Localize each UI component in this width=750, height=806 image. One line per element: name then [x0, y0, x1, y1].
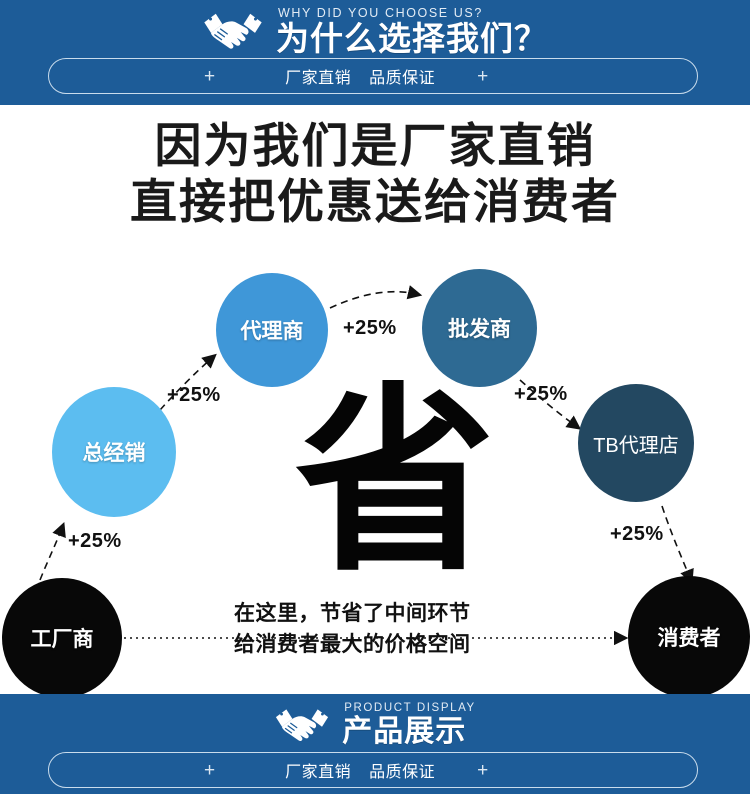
bottom-banner-text: PRODUCT DISPLAY 产品展示 — [342, 703, 476, 747]
center-note-line-2: 给消费者最大的价格空间 — [234, 633, 471, 656]
center-note: 在这里，节省了中间环节 给消费者最大的价格空间 — [234, 598, 564, 660]
node-label: 代理商 — [240, 320, 304, 343]
markup-label-factory-to-general-agent: +25% — [68, 530, 122, 552]
headline-line-1: 因为我们是厂家直销 — [154, 119, 596, 172]
top-banner-pill: + 厂家直销 品质保证 + — [48, 58, 698, 94]
center-note-line-1: 在这里，节省了中间环节 — [234, 602, 471, 625]
top-pill-tag-one: 厂家直销 — [285, 70, 352, 87]
bottom-banner-chinese-title: 产品展示 — [342, 714, 467, 748]
bottom-banner-heading: PRODUCT DISPLAY 产品展示 — [0, 698, 750, 752]
node-label: 消费者 — [657, 627, 721, 650]
bottom-pill-plus-right: + — [477, 759, 489, 781]
top-banner-english-subtitle: WHY DID YOU CHOOSE US? — [278, 5, 483, 20]
node-xiaofeizhe[interactable]: 消费者 — [628, 576, 750, 698]
markup-label-general-agent-to-agent: +25% — [167, 384, 221, 406]
node-label: 批发商 — [448, 318, 511, 341]
link-agent-to-wholesaler — [329, 285, 423, 309]
node-pifashang[interactable]: 批发商 — [422, 269, 537, 387]
bottom-pill-tag-one: 厂家直销 — [285, 764, 352, 781]
handshake-icon — [204, 13, 262, 49]
handshake-icon — [276, 709, 329, 742]
bottom-banner-pill: + 厂家直销 品质保证 + — [48, 752, 698, 788]
top-banner-heading: WHY DID YOU CHOOSE US? 为什么选择我们？ — [0, 4, 750, 58]
link-factory-to-general-agent — [39, 522, 66, 581]
big-save-character: 省 — [295, 371, 496, 594]
top-pill-plus-right: + — [477, 65, 489, 87]
top-banner: WHY DID YOU CHOOSE US? 为什么选择我们？ + 厂家直销 品… — [0, 0, 750, 105]
markup-label-agent-to-wholesaler: +25% — [343, 317, 397, 339]
link-wholesaler-to-tb — [519, 379, 582, 430]
bottom-banner-english-subtitle: PRODUCT DISPLAY — [344, 702, 476, 715]
diagram-connectors — [39, 285, 694, 646]
bottom-banner: PRODUCT DISPLAY 产品展示 + 厂家直销 品质保证 + — [0, 694, 750, 794]
top-pill-plus-left: + — [204, 65, 216, 87]
node-tbdailidian[interactable]: TB代理店 — [578, 384, 694, 502]
node-label: 总经销 — [82, 442, 146, 465]
headline-line-2: 直接把优惠送给消费者 — [130, 175, 620, 228]
bottom-pill-plus-left: + — [204, 759, 216, 781]
top-banner-text: WHY DID YOU CHOOSE US? 为什么选择我们？ — [276, 7, 548, 56]
node-gongchangshang[interactable]: 工厂商 — [2, 578, 122, 698]
link-tb-to-consumer — [661, 505, 694, 584]
supply-chain-diagram: 工厂商 总经销 代理商 批发商 TB代理店 消费者 +25% +25% +25%… — [0, 258, 750, 698]
node-zongjingxiao[interactable]: 总经销 — [52, 387, 176, 517]
node-label: 工厂商 — [30, 628, 94, 651]
top-banner-chinese-title: 为什么选择我们？ — [276, 20, 548, 58]
markup-label-wholesaler-to-tb: +25% — [514, 383, 568, 405]
page-headline: 因为我们是厂家直销 直接把优惠送给消费者 — [0, 118, 750, 230]
markup-label-tb-to-consumer: +25% — [610, 523, 664, 545]
bottom-pill-tag-two: 品质保证 — [369, 764, 436, 781]
node-dailishang[interactable]: 代理商 — [216, 273, 328, 387]
link-general-agent-to-agent — [159, 353, 217, 411]
top-pill-tag-two: 品质保证 — [369, 70, 436, 87]
node-label: TB代理店 — [593, 434, 679, 457]
